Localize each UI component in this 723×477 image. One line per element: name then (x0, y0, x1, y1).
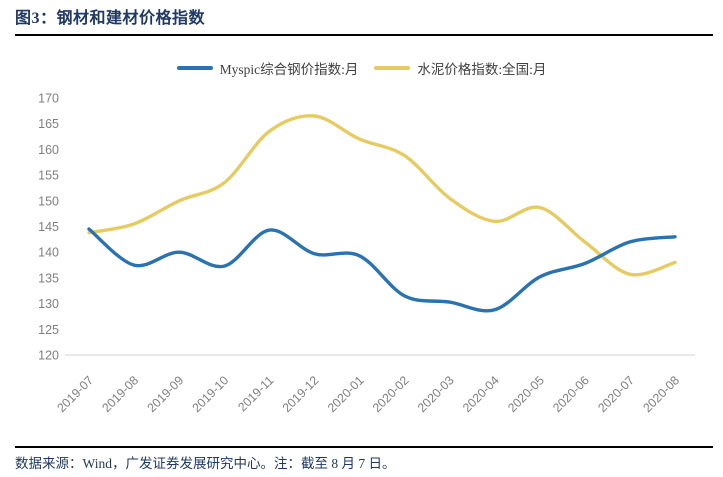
y-tick-label: 155 (38, 169, 59, 183)
x-tick-label: 2019-07 (54, 373, 96, 415)
chart-legend: Myspic综合钢价指数:月 水泥价格指数:全国:月 (0, 58, 723, 78)
y-tick-label: 150 (38, 194, 59, 208)
data-source-note: 数据来源：Wind，广发证券发展研究中心。注：截至 8 月 7 日。 (15, 456, 396, 471)
x-tick-label: 2020-02 (370, 373, 412, 415)
y-tick-label: 125 (38, 323, 59, 337)
y-tick-label: 120 (38, 349, 59, 363)
x-tick-label: 2020-03 (415, 373, 457, 415)
x-tick-label: 2019-09 (145, 373, 187, 415)
y-tick-label: 140 (38, 246, 59, 260)
steel-series-path (87, 227, 677, 313)
legend-label-steel: Myspic综合钢价指数:月 (219, 62, 359, 77)
cement-series-path (87, 114, 677, 277)
footer-divider-line (15, 446, 713, 448)
figure-title: 图3：钢材和建材价格指数 (15, 10, 206, 27)
x-tick-label: 2020-05 (505, 373, 547, 415)
y-tick-label: 165 (38, 117, 59, 131)
y-tick-label: 160 (38, 143, 59, 157)
y-tick-label: 135 (38, 271, 59, 285)
x-tick-label: 2020-01 (325, 373, 367, 415)
y-tick-label: 145 (38, 220, 59, 234)
cement-line-swatch (374, 65, 411, 71)
x-tick-label: 2020-07 (595, 373, 637, 415)
legend-label-cement: 水泥价格指数:全国:月 (417, 62, 547, 77)
y-tick-label: 170 (38, 92, 59, 106)
legend-item-cement: 水泥价格指数:全国:月 (374, 58, 546, 78)
x-tick-label: 2019-11 (235, 373, 276, 414)
title-divider-line (15, 34, 713, 36)
x-tick-label: 2019-08 (99, 373, 141, 415)
x-tick-label: 2019-10 (190, 373, 232, 415)
y-tick-label: 130 (38, 297, 59, 311)
steel-line-swatch (176, 65, 213, 71)
x-tick-label: 2020-04 (460, 373, 502, 415)
x-tick-label: 2020-08 (640, 373, 682, 415)
x-tick-label: 2020-06 (550, 373, 592, 415)
legend-item-steel: Myspic综合钢价指数:月 (176, 58, 359, 78)
x-tick-label: 2019-12 (280, 373, 322, 415)
